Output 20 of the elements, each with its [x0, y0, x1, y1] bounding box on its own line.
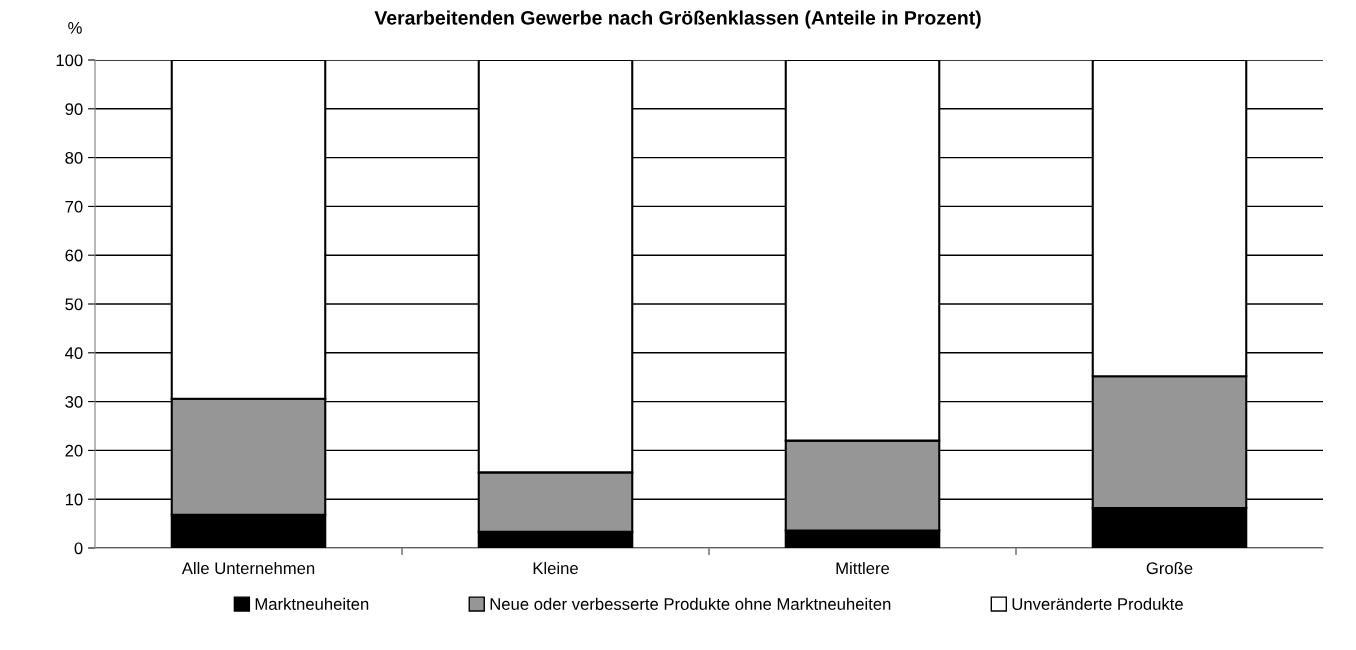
y-tick-label: 30: [65, 396, 83, 408]
y-tick-label: 80: [65, 152, 83, 164]
x-tick-label: Kleine: [533, 561, 578, 575]
y-tick-label: 100: [56, 54, 83, 67]
legend-label: Marktneuheiten: [255, 597, 369, 610]
y-tick-label: 50: [65, 298, 83, 311]
y-tick-label: 0: [74, 542, 83, 555]
x-tick-label: Mittlere: [836, 561, 890, 575]
legend-label: Unveränderte Produkte: [1012, 597, 1183, 610]
y-axis-title: %: [68, 21, 82, 34]
y-tick-label: 20: [65, 444, 83, 457]
y-tick-label: 60: [65, 249, 83, 262]
y-tick-label: 90: [65, 103, 83, 115]
y-tick-label: 70: [65, 200, 83, 213]
x-tick-label: Große: [1146, 561, 1193, 575]
y-tick-label: 10: [65, 493, 83, 506]
x-tick-label: Alle Unternehmen: [181, 561, 315, 575]
chart-title: Verarbeitenden Gewerbe nach Größenklassen (Anteile in Prozent): [374, 10, 981, 29]
y-tick-label: 40: [65, 347, 83, 359]
legend-label: Neue oder verbesserte Produkte ohne Marktneuheiten: [490, 597, 891, 610]
